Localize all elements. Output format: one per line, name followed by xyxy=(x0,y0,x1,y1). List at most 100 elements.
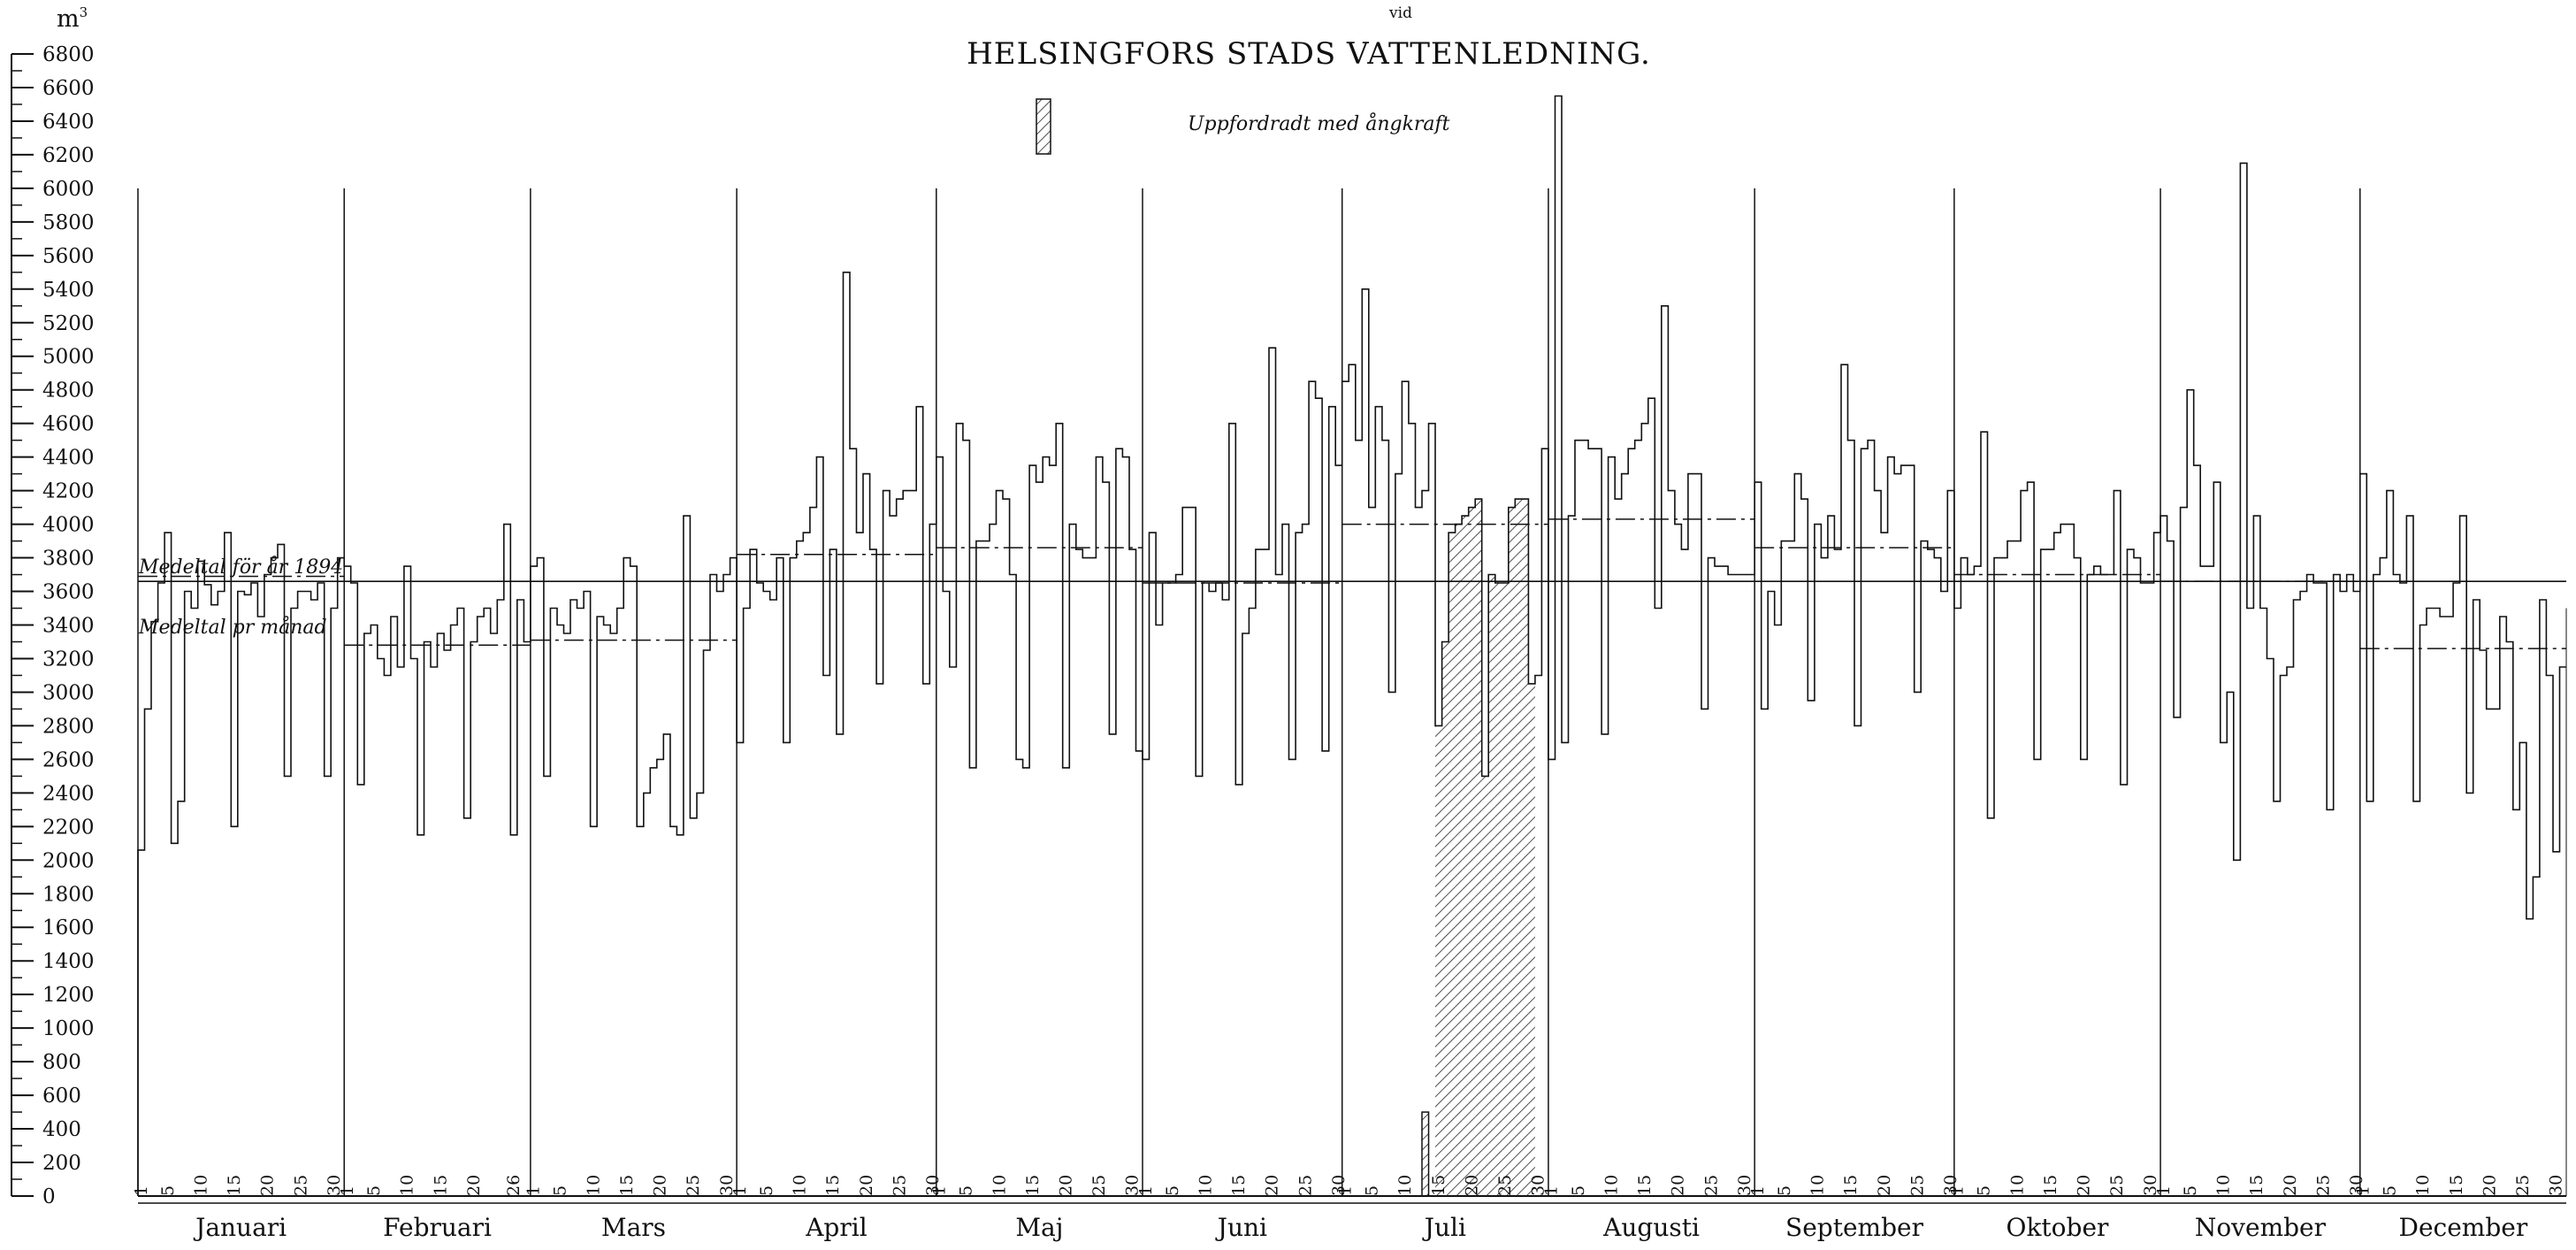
y-tick-label: 5400 xyxy=(42,279,95,302)
day-tick-label: 10 xyxy=(1601,1175,1621,1196)
day-tick-label: 5 xyxy=(2181,1185,2200,1196)
y-tick-label: 2200 xyxy=(42,816,95,839)
y-tick-label: 600 xyxy=(42,1085,81,1108)
hatched-bar xyxy=(1449,533,1456,1196)
y-tick-label: 5800 xyxy=(42,211,95,234)
day-tick-label: 20 xyxy=(1056,1175,1075,1196)
day-tick-label: 30 xyxy=(325,1175,344,1196)
day-tick-label: 20 xyxy=(2480,1175,2499,1196)
month-label: Mars xyxy=(601,1213,666,1242)
hatched-bar xyxy=(1435,725,1442,1196)
month-label: Oktober xyxy=(2007,1213,2110,1242)
y-tick-label: 4000 xyxy=(42,514,95,537)
y-tick-label: 1200 xyxy=(42,984,95,1007)
day-tick-label: 25 xyxy=(890,1175,909,1196)
y-tick-label: 3400 xyxy=(42,615,95,638)
day-tick-label: 15 xyxy=(1429,1175,1449,1196)
day-tick-label: 30 xyxy=(923,1175,943,1196)
day-tick-label: 25 xyxy=(1089,1175,1109,1196)
day-tick-label: 1 xyxy=(1542,1185,1562,1196)
month-label: Juni xyxy=(1215,1213,1267,1242)
day-tick-label: 26 xyxy=(504,1175,524,1196)
day-tick-label: 15 xyxy=(617,1175,637,1196)
day-tick-label: 15 xyxy=(1841,1175,1861,1196)
month-label: Februari xyxy=(383,1213,492,1242)
day-tick-label: 25 xyxy=(1701,1175,1721,1196)
day-tick-label: 10 xyxy=(2007,1175,2027,1196)
month-label: Augusti xyxy=(1602,1213,1700,1242)
day-tick-label: 10 xyxy=(191,1175,210,1196)
day-tick-label: 25 xyxy=(1495,1175,1515,1196)
day-tick-label: 10 xyxy=(1808,1175,1828,1196)
hatched-bar xyxy=(1494,583,1502,1196)
day-tick-label: 30 xyxy=(2547,1175,2566,1196)
day-tick-label: 5 xyxy=(1363,1185,1382,1196)
day-tick-label: 20 xyxy=(258,1175,278,1196)
day-tick-label: 10 xyxy=(2413,1175,2433,1196)
day-tick-label: 1 xyxy=(930,1185,950,1196)
day-tick-label: 1 xyxy=(2354,1185,2373,1196)
day-tick-label: 20 xyxy=(651,1175,670,1196)
day-tick-label: 15 xyxy=(1023,1175,1043,1196)
month-label: April xyxy=(805,1213,867,1242)
y-tick-label: 2400 xyxy=(42,782,95,805)
y-axis: 0 200 400 600 800 1000 1200 1400 1600 1800 2000 220… xyxy=(11,43,95,1208)
day-tick-label: 30 xyxy=(1123,1175,1143,1196)
day-tick-label: 25 xyxy=(2313,1175,2333,1196)
day-tick-label: 25 xyxy=(2107,1175,2127,1196)
legend-hatch-swatch xyxy=(1036,98,1051,155)
y-tick-label: 1800 xyxy=(42,883,95,906)
hatched-bar xyxy=(1521,499,1529,1196)
chart-title: HELSINGFORS STADS VATTENLEDNING. xyxy=(967,36,1651,72)
day-tick-label: 25 xyxy=(291,1175,310,1196)
day-tick-label: 15 xyxy=(225,1175,244,1196)
day-tick-label: 1 xyxy=(730,1185,750,1196)
y-tick-label: 2000 xyxy=(42,849,95,872)
hatched-bar xyxy=(1462,516,1469,1196)
y-axis-unit: m3 xyxy=(57,4,88,33)
y-tick-label: 4400 xyxy=(42,447,95,470)
day-tick-label: 15 xyxy=(823,1175,843,1196)
month-label: Juli xyxy=(1422,1213,1466,1242)
day-tick-label: 20 xyxy=(1875,1175,1894,1196)
y-tick-label: 3200 xyxy=(42,648,95,671)
y-tick-label: 4600 xyxy=(42,413,95,436)
day-tick-label: 15 xyxy=(2447,1175,2466,1196)
day-tick-label: 20 xyxy=(1263,1175,1282,1196)
hatched-bar xyxy=(1528,683,1535,1196)
y-tick-label: 5600 xyxy=(42,245,95,268)
hatched-bar xyxy=(1488,574,1495,1196)
day-tick-label: 1 xyxy=(2154,1185,2174,1196)
y-tick-label: 4800 xyxy=(42,380,95,403)
y-tick-label: 200 xyxy=(42,1152,81,1175)
monthly-mean-label: Medeltal pr månad xyxy=(138,615,327,639)
day-tick-label: 30 xyxy=(1941,1175,1961,1196)
day-tick-label: 5 xyxy=(364,1185,384,1196)
month-label: September xyxy=(1785,1213,1924,1242)
day-tick-label: 1 xyxy=(132,1185,151,1196)
y-tick-label: 2600 xyxy=(42,748,95,771)
day-tick-label: 10 xyxy=(1395,1175,1415,1196)
day-tick-label: 5 xyxy=(1775,1185,1794,1196)
y-tick-label: 3800 xyxy=(42,548,95,571)
day-tick-label: 1 xyxy=(1136,1185,1156,1196)
day-tick-label: 20 xyxy=(1669,1175,1688,1196)
day-tick-label: 5 xyxy=(957,1185,976,1196)
legend: Uppfordradt med ångkraft xyxy=(1036,98,1450,155)
y-tick-label: 6000 xyxy=(42,178,95,201)
day-tick-label: 5 xyxy=(158,1185,178,1196)
y-axis-unit-base: m xyxy=(57,5,80,33)
hatched-bar xyxy=(1481,776,1489,1196)
daily-series xyxy=(137,95,2566,1196)
y-tick-label: 3600 xyxy=(42,581,95,604)
month-label: Maj xyxy=(1015,1213,1063,1242)
day-tick-label: 15 xyxy=(1635,1175,1655,1196)
y-tick-label: 5200 xyxy=(42,312,95,335)
day-tick-label: 1 xyxy=(338,1185,357,1196)
day-tick-label: 25 xyxy=(1907,1175,1927,1196)
day-tick-label: 1 xyxy=(1748,1185,1768,1196)
y-tick-label: 800 xyxy=(42,1051,81,1074)
day-tick-label: 5 xyxy=(1569,1185,1588,1196)
day-tick-label: 25 xyxy=(1296,1175,1315,1196)
day-tick-label: 1 xyxy=(524,1185,544,1196)
